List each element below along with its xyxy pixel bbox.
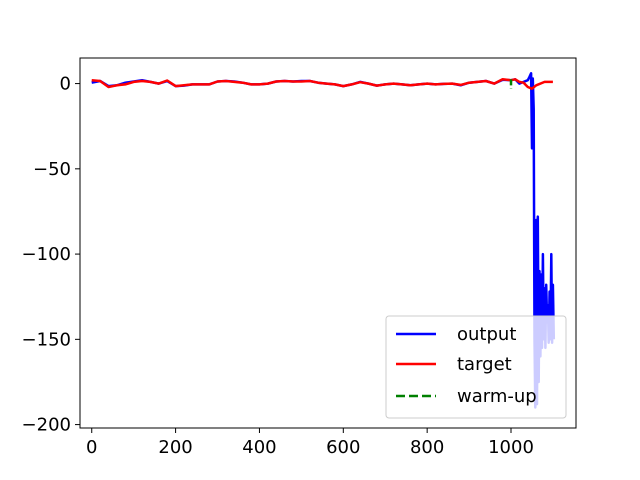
plot-frame (79, 57, 577, 429)
y-tick-label: 0 (60, 74, 71, 95)
x-axis: 0 200 400 600 800 1000 (86, 428, 534, 458)
y-tick-label: −150 (22, 329, 71, 350)
legend-label-target: target (457, 354, 512, 375)
x-tick-label: 600 (326, 437, 360, 458)
y-tick-label: −200 (22, 415, 71, 436)
legend: output target warm-up (385, 315, 567, 419)
y-tick-label: −100 (22, 244, 71, 265)
x-tick-label: 800 (410, 437, 444, 458)
y-tick-label: −50 (33, 159, 71, 180)
series-target-line (91, 78, 553, 90)
legend-box (385, 315, 567, 419)
x-tick-label: 200 (158, 437, 192, 458)
y-axis: 0 −50 −100 −150 −200 (22, 74, 80, 436)
legend-label-output: output (457, 324, 516, 345)
x-tick-label: 1000 (488, 437, 534, 458)
x-tick-label: 400 (242, 437, 276, 458)
x-tick-label: 0 (86, 437, 97, 458)
legend-label-warm-up: warm-up (457, 386, 537, 407)
